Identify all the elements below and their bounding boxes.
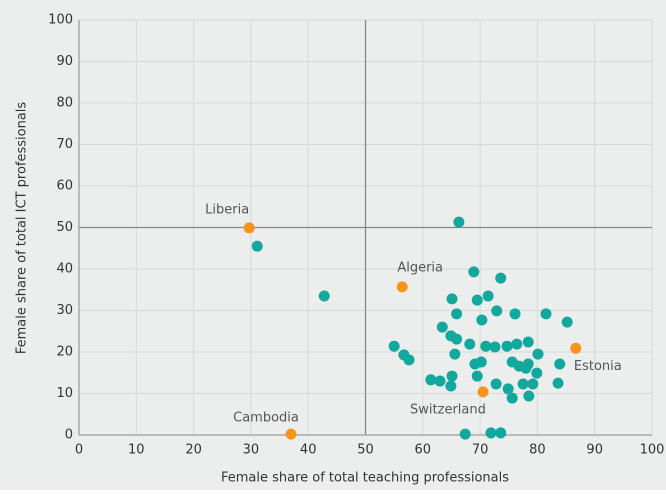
point bbox=[501, 340, 513, 352]
point bbox=[285, 428, 297, 440]
point bbox=[570, 342, 582, 354]
point bbox=[446, 370, 458, 382]
point bbox=[495, 427, 507, 439]
point bbox=[471, 294, 483, 306]
y-tick-label: 50 bbox=[56, 220, 73, 235]
point-label: Liberia bbox=[205, 202, 249, 217]
y-tick-label: 20 bbox=[56, 345, 73, 360]
point bbox=[436, 321, 448, 333]
point bbox=[451, 308, 463, 320]
y-tick-label: 80 bbox=[56, 96, 73, 111]
point bbox=[434, 375, 446, 387]
x-tick-label: 30 bbox=[243, 443, 260, 458]
point bbox=[477, 386, 489, 398]
point bbox=[554, 358, 566, 370]
point bbox=[471, 370, 483, 382]
y-tick-label: 70 bbox=[56, 137, 73, 152]
point bbox=[495, 272, 507, 284]
point-label: Cambodia bbox=[233, 411, 299, 426]
x-tick-label: 20 bbox=[185, 443, 202, 458]
x-tick-label: 0 bbox=[75, 443, 83, 458]
point bbox=[388, 340, 400, 352]
point bbox=[491, 305, 503, 317]
x-tick-label: 40 bbox=[300, 443, 317, 458]
x-tick-label: 80 bbox=[529, 443, 546, 458]
x-tick-label: 100 bbox=[640, 443, 665, 458]
point bbox=[464, 338, 476, 350]
point bbox=[522, 358, 534, 370]
point-label: Algeria bbox=[397, 260, 443, 275]
point bbox=[511, 338, 523, 350]
point bbox=[403, 354, 415, 366]
point bbox=[522, 336, 534, 348]
x-tick-label: 50 bbox=[357, 443, 374, 458]
point bbox=[446, 293, 458, 305]
x-tick-label: 60 bbox=[415, 443, 432, 458]
point-label: Estonia bbox=[574, 359, 622, 374]
x-tick-label: 10 bbox=[128, 443, 145, 458]
point bbox=[490, 378, 502, 390]
point bbox=[532, 348, 544, 360]
x-tick-label: 90 bbox=[586, 443, 603, 458]
y-tick-label: 60 bbox=[56, 179, 73, 194]
y-tick-label: 0 bbox=[65, 428, 73, 443]
point bbox=[396, 281, 408, 293]
point bbox=[425, 374, 437, 386]
point bbox=[445, 380, 457, 392]
point bbox=[531, 367, 543, 379]
y-tick-label: 30 bbox=[56, 303, 73, 318]
y-tick-label: 90 bbox=[56, 54, 73, 69]
y-tick-label: 100 bbox=[48, 13, 73, 28]
point bbox=[449, 348, 461, 360]
y-tick-label: 10 bbox=[56, 386, 73, 401]
point bbox=[480, 340, 492, 352]
point-label: Switzerland bbox=[410, 402, 486, 417]
point bbox=[318, 290, 330, 302]
y-tick-label: 40 bbox=[56, 262, 73, 277]
point bbox=[517, 378, 529, 390]
x-tick-label: 70 bbox=[472, 443, 489, 458]
point bbox=[485, 427, 497, 439]
point bbox=[502, 383, 514, 395]
point bbox=[506, 392, 518, 404]
point bbox=[453, 216, 465, 228]
point bbox=[540, 308, 552, 320]
point bbox=[459, 428, 471, 440]
point bbox=[552, 377, 564, 389]
point bbox=[489, 341, 501, 353]
point bbox=[561, 316, 573, 328]
point bbox=[468, 266, 480, 278]
point bbox=[527, 378, 539, 390]
y-axis-label: Female share of total ICT professionals bbox=[15, 102, 30, 355]
point bbox=[482, 290, 494, 302]
point bbox=[476, 314, 488, 326]
point bbox=[243, 222, 255, 234]
point bbox=[469, 358, 481, 370]
point bbox=[523, 390, 535, 402]
x-axis-label: Female share of total teaching professio… bbox=[221, 471, 509, 486]
point bbox=[509, 308, 521, 320]
point bbox=[451, 333, 463, 345]
point bbox=[251, 240, 263, 252]
